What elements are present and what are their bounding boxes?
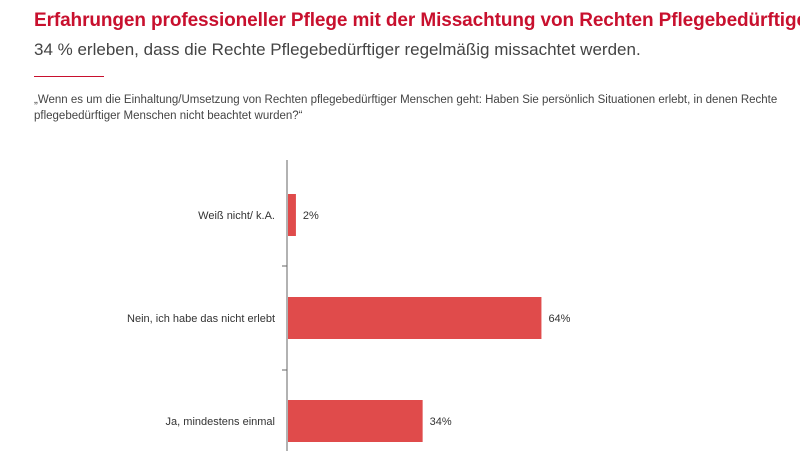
category-label: Weiß nicht/ k.A. [198, 210, 275, 222]
survey-question: „Wenn es um die Einhaltung/Umsetzung von… [34, 94, 778, 122]
data-label: 2% [303, 210, 319, 222]
data-label: 64% [548, 313, 570, 325]
bar-chart: Weiß nicht/ k.A. 2% Nein, ich habe das nic… [127, 160, 571, 451]
chart-title: Erfahrungen professioneller Pflege mit d… [34, 10, 800, 31]
axis-layer [282, 160, 288, 451]
title-divider [34, 76, 104, 77]
bar [288, 297, 542, 339]
data-label: 34% [430, 416, 452, 428]
bar [288, 194, 296, 236]
chart-subtitle: 34 % erleben, dass die Rechte Pflegebedü… [34, 40, 641, 59]
category-label: Nein, ich habe das nicht erlebt [127, 313, 275, 325]
bar-layer: Weiß nicht/ k.A. 2% Nein, ich habe das nic… [127, 194, 571, 442]
category-label: Ja, mindestens einmal [166, 416, 275, 428]
bar [288, 400, 423, 442]
